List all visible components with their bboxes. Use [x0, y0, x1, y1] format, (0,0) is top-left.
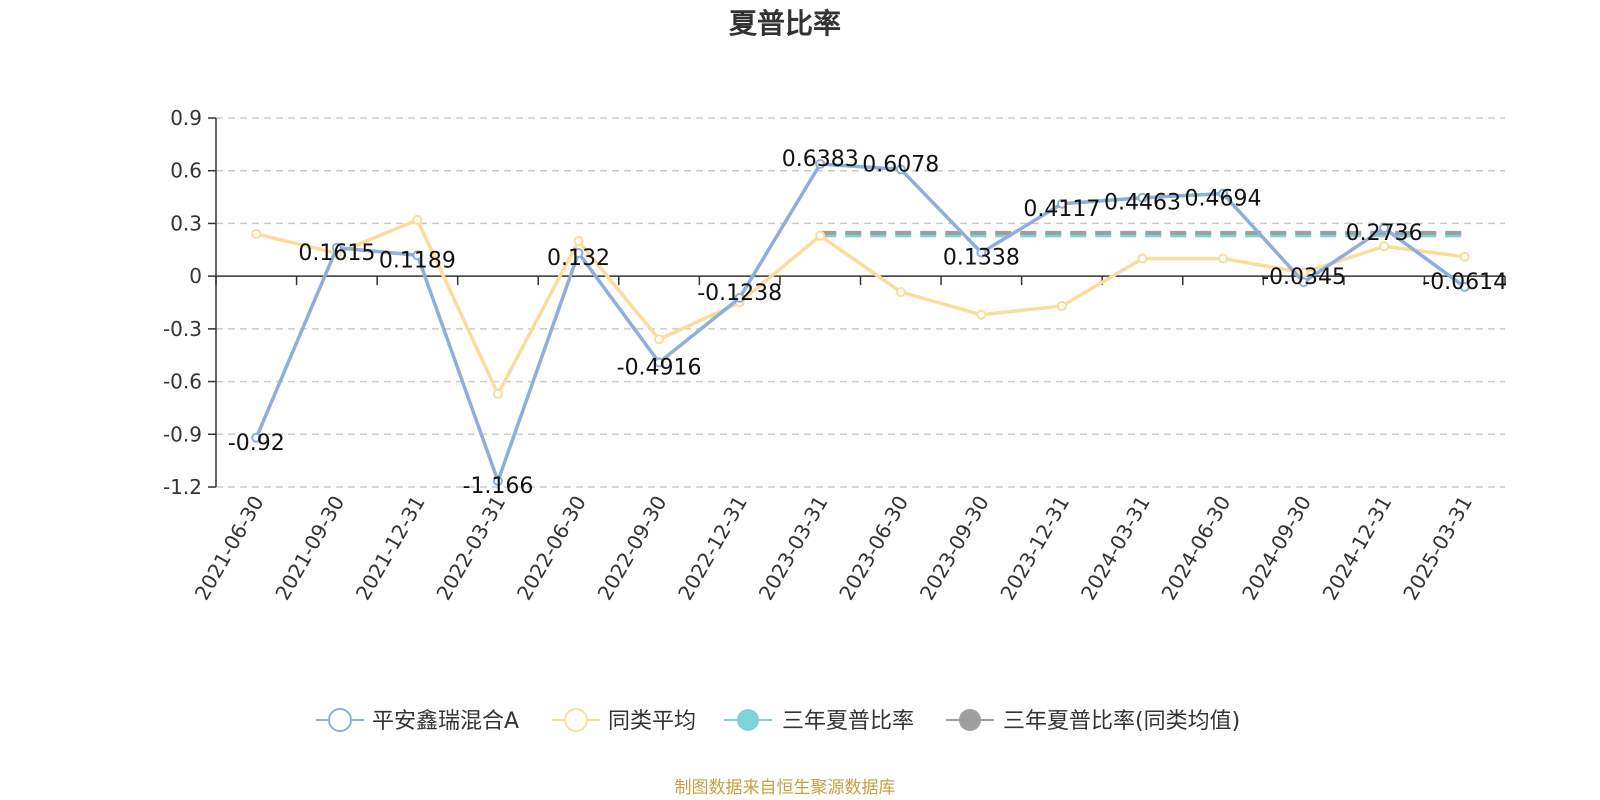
data-labels: -0.92 0.1615 0.1189 -1.166 0.132 -0.4916 -0.12… — [228, 147, 1507, 499]
data-label: -1.166 — [463, 474, 534, 499]
series-point-1 — [976, 309, 987, 320]
data-label: 0.1189 — [379, 248, 456, 273]
grid-lines — [216, 117, 1505, 488]
chart-title: 夏普比率 — [729, 7, 841, 40]
x-tick-label: 2024-09-30 — [1237, 492, 1316, 605]
x-tick-label: 2022-09-30 — [593, 492, 672, 605]
legend-label-3: 三年夏普比率(同类均值) — [1003, 709, 1240, 734]
y-tick-label: 0.9 — [170, 106, 202, 130]
series-point-0 — [1056, 198, 1067, 209]
legend: 平安鑫瑞混合A 同类平均 三年夏普比率 三年夏普比率(同类均值) — [316, 708, 1240, 734]
x-tick-label: 2022-06-30 — [512, 492, 591, 605]
legend-label-1: 同类平均 — [608, 709, 696, 734]
x-axis-ticks: 2021-06-30 2021-09-30 2021-12-31 2022-03-31… — [190, 492, 1477, 605]
data-label: 0.4694 — [1185, 187, 1262, 212]
y-axis-ticks: 0.9 0.6 0.3 0 -0.3 -0.6 -0.9 -1.2 — [163, 106, 216, 499]
series-point-0 — [815, 158, 826, 169]
data-label: -0.92 — [228, 431, 285, 456]
data-label: 0.1338 — [943, 246, 1020, 271]
y-tick-label: 0 — [189, 264, 202, 288]
series-point-0 — [1379, 223, 1390, 234]
data-label: -0.0345 — [1261, 265, 1346, 290]
x-tick-label: 2024-12-31 — [1318, 492, 1397, 605]
series-point-0 — [492, 476, 503, 487]
series-point-1 — [654, 334, 665, 345]
series-point-0 — [1459, 281, 1470, 292]
series-point-1 — [1056, 301, 1067, 312]
data-label: -0.4916 — [617, 356, 702, 381]
y-tick-label: -1.2 — [163, 475, 202, 499]
legend-marker-3 — [959, 709, 981, 731]
axes — [215, 118, 1506, 487]
series-point-1 — [1137, 253, 1148, 264]
series-point-0 — [1218, 188, 1229, 199]
x-tick-label: 2023-12-31 — [995, 492, 1074, 605]
data-label: 0.4117 — [1023, 197, 1100, 222]
series-point-1 — [895, 286, 906, 297]
series-line-0 — [254, 162, 1466, 483]
x-tick-label: 2022-12-31 — [673, 492, 752, 605]
x-tick-label: 2024-06-30 — [1156, 492, 1235, 605]
series-point-0 — [895, 164, 906, 175]
series-line-1 — [255, 218, 1465, 396]
y-tick-label: 0.6 — [170, 159, 202, 183]
series-point-0 — [1137, 192, 1148, 203]
legend-marker-1 — [564, 708, 588, 732]
source-note: 制图数据来自恒生聚源数据库 — [675, 778, 896, 798]
y-tick-label: -0.9 — [163, 422, 202, 446]
legend-marker-0 — [328, 708, 352, 732]
series-point-0 — [573, 247, 584, 258]
series-point-0 — [331, 242, 342, 253]
series-point-1 — [492, 388, 503, 399]
series-point-1 — [573, 236, 584, 246]
x-tick-label: 2021-09-30 — [270, 492, 349, 605]
series-point-0 — [412, 250, 423, 261]
data-label: 0.6383 — [782, 147, 859, 172]
data-label: 0.2736 — [1346, 221, 1423, 246]
series-point-1 — [1379, 241, 1390, 252]
series-point-1 — [1218, 253, 1229, 264]
series-point-1 — [251, 228, 262, 239]
x-tick-label: 2022-03-31 — [431, 492, 510, 605]
data-label: 0.4463 — [1104, 191, 1181, 216]
series-point-0 — [251, 432, 262, 443]
series-point-0 — [654, 357, 665, 368]
data-label: 0.132 — [547, 246, 610, 271]
series-point-1 — [1459, 251, 1470, 262]
x-tick-label: 2023-03-31 — [754, 492, 833, 605]
legend-marker-2 — [737, 709, 759, 731]
legend-label-2: 三年夏普比率 — [782, 709, 914, 734]
x-tick-label: 2023-06-30 — [834, 492, 913, 605]
x-tick-label: 2024-03-31 — [1076, 492, 1155, 605]
data-label: 0.6078 — [862, 152, 939, 177]
y-tick-label: -0.3 — [163, 317, 202, 341]
data-label: -0.0614 — [1422, 270, 1507, 295]
data-label: 0.1615 — [298, 241, 375, 266]
x-tick-label: 2021-12-31 — [351, 492, 430, 605]
y-tick-label: -0.6 — [163, 370, 202, 394]
y-tick-label: 0.3 — [170, 211, 202, 235]
x-tick-label: 2021-06-30 — [190, 492, 269, 605]
series-point-0 — [734, 292, 745, 303]
x-tick-label: 2023-09-30 — [915, 492, 994, 605]
series-layer — [251, 158, 1470, 487]
series-point-1 — [412, 214, 423, 225]
series-point-0 — [1298, 277, 1309, 288]
legend-label-0: 平安鑫瑞混合A — [372, 709, 519, 734]
series-point-1 — [1298, 267, 1309, 278]
series-point-0 — [976, 247, 987, 258]
x-tick-label: 2025-03-31 — [1398, 492, 1477, 605]
series-point-1 — [815, 230, 826, 241]
data-label: -0.1238 — [697, 281, 782, 306]
